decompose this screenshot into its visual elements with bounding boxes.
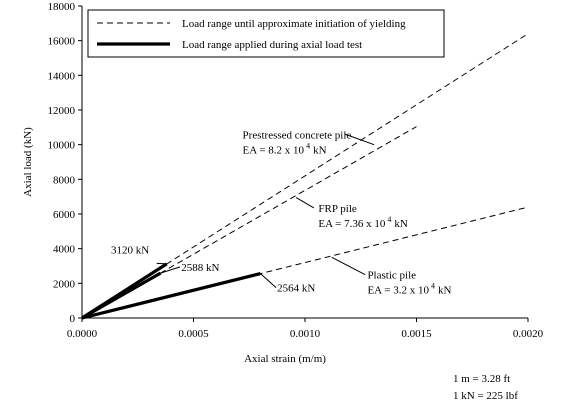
- series-line-plastic-pile-solid-thick: [81, 272, 261, 320]
- annotation-pointer: [160, 266, 181, 274]
- x-tick-label: 0.0010: [290, 328, 321, 340]
- y-tick-label: 0: [70, 313, 76, 325]
- annotation-pointer: [260, 273, 277, 289]
- x-tick-label: 0.0005: [178, 328, 209, 340]
- x-tick-label: 0.0020: [513, 328, 544, 340]
- series-line-plastic-pile-dashed: [81, 206, 529, 319]
- y-tick-label: 8000: [53, 174, 76, 186]
- annotation-pointer: [344, 133, 375, 146]
- x-tick-label: 0.0000: [67, 328, 98, 340]
- annotation-ea-label: EA = 7.36 x 10 4 kN: [318, 215, 408, 230]
- y-tick-label: 10000: [48, 140, 76, 152]
- annotation-ea-label: EA = 3.2 x 10 4 kN: [367, 282, 451, 297]
- annotation-ea-label: EA = 8.2 x 10 4 kN: [243, 141, 327, 156]
- annotation-title: Plastic pile: [367, 270, 416, 282]
- y-tick-label: 12000: [48, 105, 76, 117]
- y-tick-label: 14000: [48, 70, 76, 82]
- legend-label: Load range until approximate initiation …: [182, 18, 406, 30]
- x-tick-label: 0.0015: [401, 328, 432, 340]
- annotation-label: 3120 kN: [111, 245, 149, 257]
- series-line-prestressed-concrete-pile-dashed: [81, 33, 529, 319]
- y-tick-label: 18000: [48, 1, 76, 13]
- annotation-title: Prestressed concrete pile: [243, 129, 352, 141]
- y-tick-label: 16000: [48, 36, 76, 48]
- annotation-pointer: [331, 256, 366, 276]
- unit-note: 1 m = 3.28 ft: [453, 373, 510, 385]
- annotation-pointer: [156, 262, 167, 265]
- y-tick-label: 2000: [53, 278, 76, 290]
- y-tick-label: 4000: [53, 244, 76, 256]
- annotation-pointer: [295, 197, 315, 209]
- x-axis-label: Axial strain (m/m): [244, 353, 326, 365]
- series-line-frp-pile-solid-thick: [81, 271, 162, 320]
- annotation-label: 2588 kN: [181, 262, 219, 274]
- legend-label: Load range applied during axial load tes…: [182, 39, 362, 51]
- legend-box: [87, 9, 445, 58]
- annotation-title: FRP pile: [318, 203, 357, 215]
- y-tick-label: 6000: [53, 209, 76, 221]
- annotation-label: 2564 kN: [277, 283, 315, 295]
- unit-note: 1 kN = 225 lbf: [453, 390, 518, 402]
- y-axis-label: Axial load (kN): [22, 127, 34, 197]
